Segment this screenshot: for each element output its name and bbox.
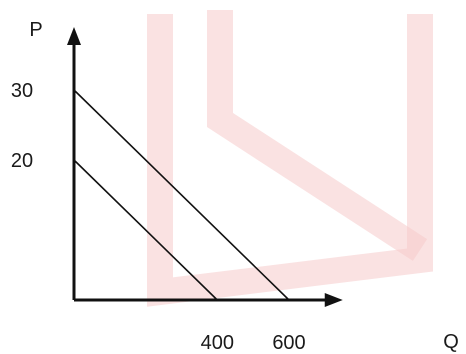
watermark-frame-inner xyxy=(207,10,428,261)
y-tick-label-20: 20 xyxy=(11,150,33,172)
x-tick-label-400: 400 xyxy=(201,332,234,354)
y-tick-label-30: 30 xyxy=(11,80,33,102)
x-tick-label-600: 600 xyxy=(272,332,305,354)
y-axis-title: P xyxy=(29,19,42,41)
series-group xyxy=(73,89,290,301)
series-line-2 xyxy=(73,159,218,301)
watermark-frame-outer xyxy=(147,14,433,307)
ticks-group: 30 20 400 600 xyxy=(11,80,306,354)
x-axis-arrow xyxy=(324,293,343,307)
y-axis-arrow xyxy=(67,27,81,45)
x-axis-title: Q xyxy=(443,331,459,353)
series-line-1 xyxy=(73,89,290,301)
axes xyxy=(67,27,343,307)
watermark xyxy=(147,10,433,307)
